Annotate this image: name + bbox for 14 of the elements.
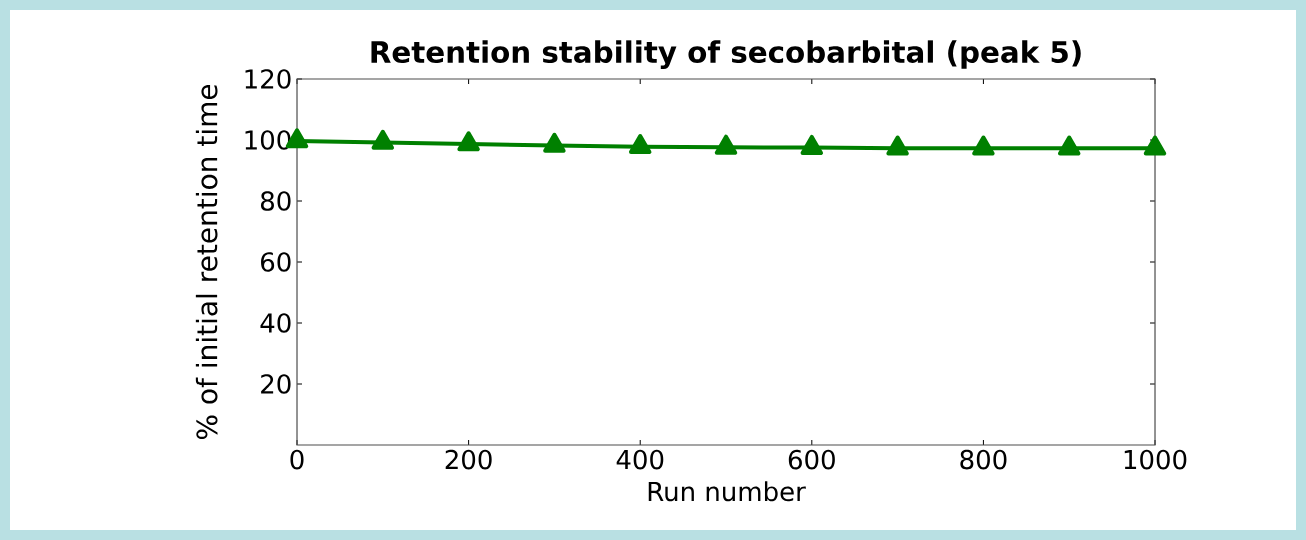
x-tick-label: 400 xyxy=(616,449,664,470)
x-tick-label: 800 xyxy=(960,449,1007,470)
y-axis-title: % of initial retention time xyxy=(195,84,218,440)
x-tick-label: 1000 xyxy=(1124,449,1187,470)
x-tick-label: 0 xyxy=(290,449,304,470)
x-axis-title: Run number xyxy=(648,481,806,502)
y-tick-label: 80 xyxy=(260,191,291,211)
y-tick-label: 60 xyxy=(261,252,291,272)
chart-title: Retention stability of secobarbital (peak 5) xyxy=(371,40,1081,69)
y-tick-label: 40 xyxy=(260,313,291,333)
x-tick-label: 200 xyxy=(445,449,492,470)
y-tick-label: 20 xyxy=(261,374,291,394)
y-tick-label: 120 xyxy=(245,69,291,89)
x-tick-label: 600 xyxy=(788,449,835,470)
